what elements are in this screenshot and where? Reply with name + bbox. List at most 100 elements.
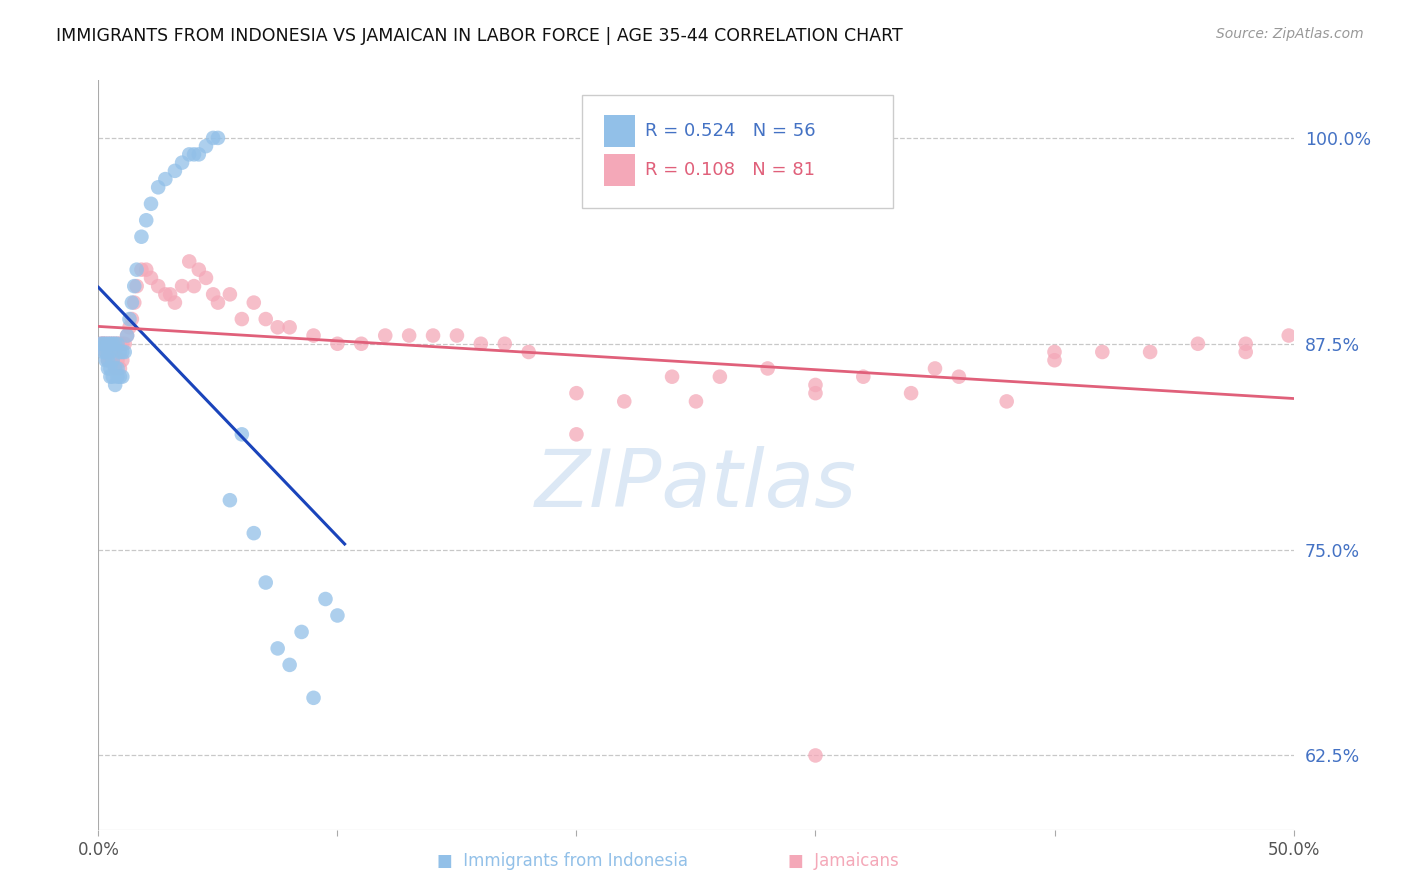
Point — [115, 328, 138, 343]
Point — [94, 336, 117, 351]
Point — [398, 328, 420, 343]
Point — [148, 180, 170, 194]
Point — [98, 353, 122, 368]
Point — [852, 369, 875, 384]
Point — [104, 336, 127, 351]
Point — [139, 271, 162, 285]
Point — [195, 139, 218, 153]
Point — [98, 361, 122, 376]
Point — [107, 369, 129, 384]
Point — [187, 262, 209, 277]
Point — [114, 336, 136, 351]
Point — [219, 493, 242, 508]
Point — [91, 336, 114, 351]
Point — [195, 271, 218, 285]
Point — [97, 353, 120, 368]
Point — [135, 262, 157, 277]
Point — [924, 361, 946, 376]
Point — [104, 378, 127, 392]
Point — [155, 287, 177, 301]
Point — [131, 262, 153, 277]
Point — [139, 196, 162, 211]
Point — [470, 336, 492, 351]
Point — [104, 345, 127, 359]
Point — [111, 345, 134, 359]
Point — [101, 369, 124, 384]
Point — [565, 427, 588, 442]
Point — [121, 312, 143, 326]
Point — [163, 295, 186, 310]
Point — [948, 369, 970, 384]
Point — [111, 353, 134, 368]
Point — [756, 361, 779, 376]
FancyBboxPatch shape — [605, 115, 636, 147]
Point — [118, 312, 141, 326]
FancyBboxPatch shape — [582, 95, 893, 208]
Text: ■  Immigrants from Indonesia: ■ Immigrants from Indonesia — [437, 852, 688, 870]
Point — [207, 131, 229, 145]
Point — [267, 641, 290, 656]
Point — [517, 345, 540, 359]
Point — [101, 345, 124, 359]
Point — [124, 295, 146, 310]
Point — [900, 386, 922, 401]
Point — [108, 336, 131, 351]
Point — [125, 262, 148, 277]
Point — [291, 624, 314, 639]
Point — [97, 345, 120, 359]
Text: ■  Jamaicans: ■ Jamaicans — [789, 852, 898, 870]
Point — [565, 386, 588, 401]
Point — [326, 608, 349, 623]
Point — [1278, 328, 1301, 343]
Point — [163, 164, 186, 178]
Point — [111, 369, 134, 384]
Point — [326, 336, 349, 351]
Point — [104, 361, 127, 376]
Point — [243, 526, 266, 541]
Point — [108, 345, 131, 359]
Point — [202, 287, 225, 301]
Point — [1091, 345, 1114, 359]
Point — [121, 295, 143, 310]
Point — [302, 690, 325, 705]
Point — [1234, 345, 1257, 359]
Point — [94, 345, 117, 359]
Point — [1234, 336, 1257, 351]
Point — [104, 361, 127, 376]
FancyBboxPatch shape — [605, 154, 636, 186]
Point — [97, 336, 120, 351]
Point — [278, 320, 301, 334]
Point — [90, 336, 112, 351]
Point — [107, 336, 129, 351]
Point — [315, 592, 337, 607]
Point — [97, 353, 120, 368]
Point — [98, 345, 122, 359]
Point — [148, 279, 170, 293]
Point — [1139, 345, 1161, 359]
Point — [135, 213, 157, 227]
Point — [207, 295, 229, 310]
Point — [446, 328, 468, 343]
Text: ZIPatlas: ZIPatlas — [534, 446, 858, 524]
Point — [104, 336, 127, 351]
Point — [179, 254, 201, 268]
Point — [101, 353, 124, 368]
Point — [231, 312, 253, 326]
Point — [98, 336, 122, 351]
Point — [374, 328, 396, 343]
Point — [98, 369, 122, 384]
Point — [98, 336, 122, 351]
Point — [98, 345, 122, 359]
Point — [101, 336, 124, 351]
Point — [613, 394, 636, 409]
Point — [108, 361, 131, 376]
Point — [804, 386, 827, 401]
Point — [94, 336, 117, 351]
Point — [94, 353, 117, 368]
Point — [804, 378, 827, 392]
Point — [125, 279, 148, 293]
Point — [107, 361, 129, 376]
Point — [107, 353, 129, 368]
Point — [94, 345, 117, 359]
Point — [155, 172, 177, 186]
